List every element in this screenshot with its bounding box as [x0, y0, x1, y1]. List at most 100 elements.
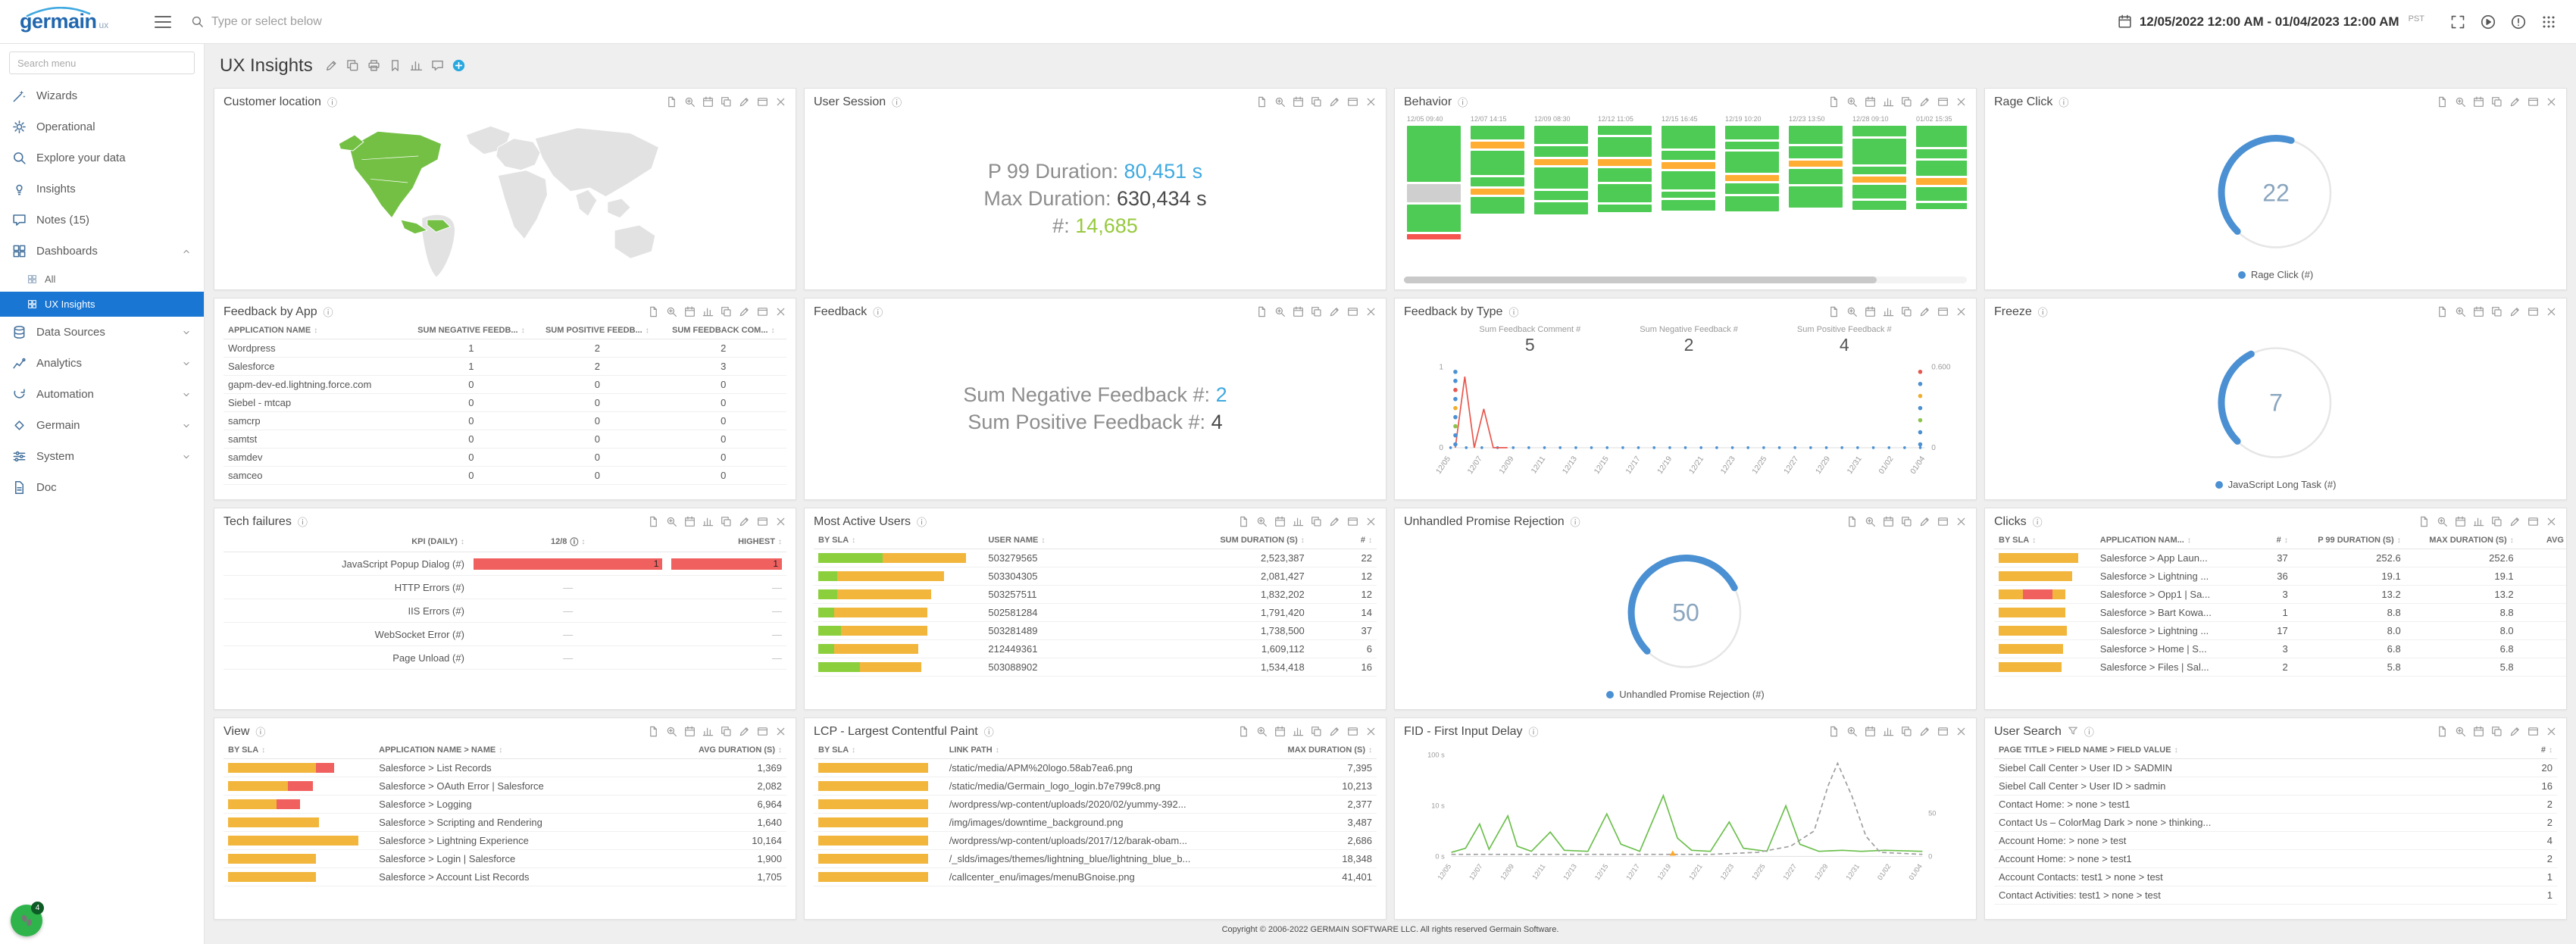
- session-block[interactable]: [1916, 187, 1967, 201]
- table-row[interactable]: /wordpress/wp-content/uploads/2020/02/yu…: [814, 796, 1377, 814]
- session-block[interactable]: [1598, 137, 1652, 157]
- info-icon[interactable]: ⓘ: [1570, 517, 1580, 528]
- session-block[interactable]: [1407, 184, 1461, 202]
- add-icon[interactable]: [452, 59, 465, 73]
- info-icon[interactable]: ⓘ: [2084, 727, 2094, 738]
- close-icon[interactable]: [1365, 306, 1377, 317]
- sidebar-item-notes-15[interactable]: Notes (15): [0, 205, 204, 236]
- table-row[interactable]: Salesforce > Logging 6,964: [224, 796, 786, 814]
- close-icon[interactable]: [1365, 96, 1377, 108]
- copy-icon[interactable]: [1901, 726, 1912, 737]
- play-icon[interactable]: [2481, 14, 2496, 30]
- window-icon[interactable]: [2528, 726, 2539, 737]
- session-block[interactable]: [1662, 151, 1715, 160]
- zoom-icon[interactable]: [666, 726, 677, 737]
- zoom-icon[interactable]: [1846, 726, 1858, 737]
- calendar-icon[interactable]: [2118, 14, 2132, 29]
- edit-icon[interactable]: [739, 306, 750, 317]
- session-block[interactable]: [1598, 168, 1652, 182]
- chevron-down-icon[interactable]: [181, 419, 192, 432]
- export-icon[interactable]: [2418, 516, 2430, 527]
- export-icon[interactable]: [2437, 96, 2448, 108]
- edit-icon[interactable]: [739, 726, 750, 737]
- info-icon[interactable]: ⓘ: [255, 727, 266, 738]
- zoom-icon[interactable]: [2437, 516, 2448, 527]
- copy-icon[interactable]: [1901, 306, 1912, 317]
- table-row[interactable]: gapm-dev-ed.lightning.force.com 0 0 0: [224, 376, 786, 394]
- calendar-icon[interactable]: [2473, 96, 2484, 108]
- table-row[interactable]: Account Home: > none > test1 2: [1994, 850, 2557, 868]
- window-icon[interactable]: [1937, 96, 1949, 108]
- copy-icon[interactable]: [721, 516, 732, 527]
- edit-icon[interactable]: [1329, 96, 1340, 108]
- sidebar-subitem-ux-insights[interactable]: UX Insights: [0, 292, 204, 317]
- close-icon[interactable]: [2546, 96, 2557, 108]
- table-row[interactable]: /_slds/images/themes/lightning_blue/ligh…: [814, 850, 1377, 868]
- session-block[interactable]: [1725, 152, 1779, 173]
- zoom-icon[interactable]: [684, 96, 696, 108]
- copy-icon[interactable]: [1901, 516, 1912, 527]
- sidebar-item-operational[interactable]: Operational: [0, 111, 204, 142]
- edit-icon[interactable]: [2509, 96, 2521, 108]
- zoom-icon[interactable]: [1274, 96, 1286, 108]
- chart-icon[interactable]: [702, 516, 714, 527]
- window-icon[interactable]: [1347, 516, 1358, 527]
- close-icon[interactable]: [1955, 96, 1967, 108]
- edit-icon[interactable]: [1329, 306, 1340, 317]
- info-icon[interactable]: ⓘ: [323, 307, 333, 318]
- close-icon[interactable]: [775, 96, 786, 108]
- table-row[interactable]: Contact Us – ColorMag Dark > none > thin…: [1994, 814, 2557, 832]
- zoom-icon[interactable]: [1256, 516, 1268, 527]
- menu-icon[interactable]: [155, 15, 171, 28]
- calendar-icon[interactable]: [1274, 516, 1286, 527]
- session-block[interactable]: [1662, 171, 1715, 189]
- column-header[interactable]: # ↕: [1360, 536, 1372, 545]
- session-block[interactable]: [1725, 142, 1779, 149]
- session-block[interactable]: [1534, 191, 1588, 200]
- bookmark-icon[interactable]: [389, 59, 402, 73]
- table-row[interactable]: 503088902 1,534,418 16: [814, 658, 1377, 677]
- column-header[interactable]: HIGHEST ↕: [738, 537, 782, 546]
- info-icon[interactable]: ⓘ: [2037, 307, 2048, 318]
- chevron-down-icon[interactable]: [181, 388, 192, 401]
- table-row[interactable]: Contact Home: > none > test1 2: [1994, 796, 2557, 814]
- behavior-column[interactable]: 01/02 15:35: [1916, 115, 1967, 272]
- table-row[interactable]: Salesforce > Login | Salesforce 1,900: [224, 850, 786, 868]
- close-icon[interactable]: [1955, 306, 1967, 317]
- comment-icon[interactable]: [431, 59, 444, 73]
- table-row[interactable]: Account Contacts: test1 > none > test 1: [1994, 868, 2557, 886]
- assistant-fab[interactable]: 4: [11, 902, 44, 936]
- window-icon[interactable]: [757, 306, 768, 317]
- behavior-column[interactable]: 12/19 10:20: [1725, 115, 1779, 272]
- table-row[interactable]: JavaScript Popup Dialog (#) 1 1: [224, 552, 786, 576]
- session-block[interactable]: [1916, 126, 1967, 147]
- table-row[interactable]: Salesforce > Account List Records 1,705: [224, 868, 786, 886]
- session-block[interactable]: [1852, 177, 1906, 183]
- edit-icon[interactable]: [1919, 96, 1930, 108]
- table-row[interactable]: IIS Errors (#) — —: [224, 599, 786, 623]
- table-row[interactable]: Salesforce > Lightning Experience 10,164: [224, 832, 786, 850]
- window-icon[interactable]: [1937, 306, 1949, 317]
- column-header[interactable]: BY SLA ↕: [818, 746, 856, 755]
- calendar-icon[interactable]: [1865, 726, 1876, 737]
- table-row[interactable]: Salesforce > Home | S...36.86.86.8: [1994, 640, 2566, 658]
- export-icon[interactable]: [1828, 96, 1840, 108]
- info-icon[interactable]: ⓘ: [1458, 97, 1468, 108]
- export-icon[interactable]: [1828, 726, 1840, 737]
- session-block[interactable]: [1916, 149, 1967, 158]
- session-block[interactable]: [1789, 169, 1843, 184]
- column-header[interactable]: SUM FEEDBACK COM... ↕: [672, 326, 775, 335]
- export-icon[interactable]: [2437, 306, 2448, 317]
- chart-icon[interactable]: [1293, 516, 1304, 527]
- session-block[interactable]: [1852, 201, 1906, 210]
- window-icon[interactable]: [1347, 306, 1358, 317]
- zoom-icon[interactable]: [2455, 306, 2466, 317]
- column-header[interactable]: BY SLA ↕: [818, 536, 856, 545]
- chevron-down-icon[interactable]: [181, 357, 192, 370]
- world-map[interactable]: [224, 114, 786, 283]
- print-icon[interactable]: [367, 59, 380, 73]
- session-block[interactable]: [1789, 186, 1843, 208]
- behavior-column[interactable]: 12/23 13:50: [1789, 115, 1843, 272]
- chevron-down-icon[interactable]: [181, 326, 192, 339]
- window-icon[interactable]: [2528, 516, 2539, 527]
